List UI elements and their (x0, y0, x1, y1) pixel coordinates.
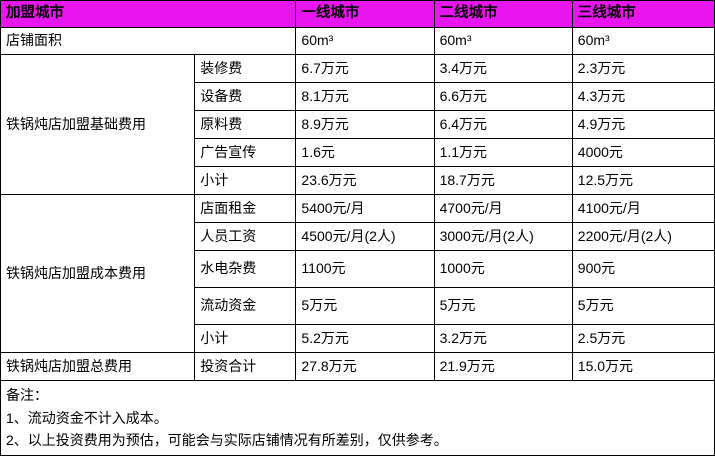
cell-equipment-fee-tier2: 6.6万元 (433, 82, 573, 111)
row-label-basic-subtotal: 小计 (194, 166, 297, 195)
header-category-label: 加盟城市 (0, 0, 297, 28)
cell-staff-salary-tier3: 2200元/月(2人) (571, 222, 715, 251)
table-row: 水电杂费 1100元 1000元 900元 (1, 250, 715, 288)
cell-store-area-tier2: 60m³ (433, 27, 573, 55)
cell-investment-total-tier1: 27.8万元 (295, 352, 435, 381)
cell-cost-subtotal-tier1: 5.2万元 (295, 324, 435, 353)
row-label-advertising-fee: 广告宣传 (194, 138, 297, 167)
table-row: 铁锅炖店加盟成本费用 店面租金 5400元/月 4700元/月 4100元/月 (0, 194, 715, 353)
cell-investment-total-tier3: 15.0万元 (571, 352, 715, 381)
header-col-tier2: 二线城市 (433, 0, 573, 28)
notes-section: 备注： 1、流动资金不计入成本。 2、以上投资费用为预估，可能会与实际店铺情况有… (0, 380, 715, 456)
cell-cost-subtotal-tier2: 3.2万元 (433, 324, 573, 353)
cell-material-fee-tier3: 4.9万元 (571, 110, 715, 139)
table-row: 小计 5.2万元 3.2万元 2.5万元 (1, 324, 715, 353)
table-header-row: 加盟城市 一线城市 二线城市 三线城市 (0, 0, 715, 28)
table-row-store-area: 店铺面积 60m³ 60m³ 60m³ (0, 27, 715, 55)
cell-utilities-fee-tier3: 900元 (571, 250, 715, 288)
header-col-tier1: 一线城市 (295, 0, 435, 28)
cell-store-area-tier3: 60m³ (571, 27, 715, 55)
row-label-investment-total: 投资合计 (194, 352, 297, 381)
group-label-total-fees: 铁锅炖店加盟总费用 (0, 352, 196, 381)
group-label-operating-costs: 铁锅炖店加盟成本费用 (0, 194, 196, 353)
cell-store-area-tier1: 60m³ (295, 27, 435, 55)
row-label-utilities-fee: 水电杂费 (194, 250, 297, 288)
table-row: 广告宣传 1.6元 1.1万元 4000元 (1, 138, 715, 167)
cell-equipment-fee-tier3: 4.3万元 (571, 82, 715, 111)
row-label-staff-salary: 人员工资 (194, 222, 297, 251)
cell-advertising-fee-tier3: 4000元 (571, 138, 715, 167)
notes-title: 备注： (6, 386, 48, 403)
row-label-equipment-fee: 设备费 (194, 82, 297, 111)
row-label-store-area: 店铺面积 (0, 27, 297, 55)
note-line-2: 2、以上投资费用为预估，可能会与实际店铺情况有所差别，仅供参考。 (6, 432, 448, 449)
cell-basic-subtotal-tier3: 12.5万元 (571, 166, 715, 195)
table-row: 铁锅炖店加盟基础费用 装修费 6.7万元 3.4万元 2.3万元 (0, 54, 715, 195)
cell-basic-subtotal-tier2: 18.7万元 (433, 166, 573, 195)
table-row: 原料费 8.9万元 6.4万元 4.9万元 (1, 110, 715, 139)
cell-investment-total-tier2: 21.9万元 (433, 352, 573, 381)
row-label-cost-subtotal: 小计 (194, 324, 297, 353)
group-label-basic-fees: 铁锅炖店加盟基础费用 (0, 54, 196, 195)
table-row: 设备费 8.1万元 6.6万元 4.3万元 (1, 82, 715, 111)
cell-store-rent-tier3: 4100元/月 (571, 194, 715, 223)
cell-utilities-fee-tier2: 1000元 (433, 250, 573, 288)
cell-decoration-fee-tier1: 6.7万元 (295, 54, 435, 83)
cell-store-rent-tier1: 5400元/月 (295, 194, 435, 223)
cell-cost-subtotal-tier3: 2.5万元 (571, 324, 715, 353)
cell-decoration-fee-tier3: 2.3万元 (571, 54, 715, 83)
row-label-store-rent: 店面租金 (194, 194, 297, 223)
table-row-notes: 备注： 1、流动资金不计入成本。 2、以上投资费用为预估，可能会与实际店铺情况有… (0, 380, 715, 456)
cell-advertising-fee-tier2: 1.1万元 (433, 138, 573, 167)
row-label-material-fee: 原料费 (194, 110, 297, 139)
cell-store-rent-tier2: 4700元/月 (433, 194, 573, 223)
table-row: 小计 23.6万元 18.7万元 12.5万元 (1, 166, 715, 195)
cell-working-capital-tier1: 5万元 (295, 287, 435, 325)
cell-staff-salary-tier2: 3000元/月(2人) (433, 222, 573, 251)
row-label-working-capital: 流动资金 (194, 287, 297, 325)
cell-advertising-fee-tier1: 1.6元 (295, 138, 435, 167)
row-label-decoration-fee: 装修费 (194, 54, 297, 83)
cell-basic-subtotal-tier1: 23.6万元 (295, 166, 435, 195)
table-row: 流动资金 5万元 5万元 5万元 (1, 287, 715, 325)
note-line-1: 1、流动资金不计入成本。 (6, 409, 168, 426)
table-row: 铁锅炖店加盟总费用 投资合计 27.8万元 21.9万元 15.0万元 (0, 352, 715, 381)
cell-working-capital-tier2: 5万元 (433, 287, 573, 325)
cell-material-fee-tier1: 8.9万元 (295, 110, 435, 139)
cell-working-capital-tier3: 5万元 (571, 287, 715, 325)
cell-staff-salary-tier1: 4500元/月(2人) (295, 222, 435, 251)
cell-utilities-fee-tier1: 1100元 (295, 250, 435, 288)
header-col-tier3: 三线城市 (571, 0, 715, 28)
cell-material-fee-tier2: 6.4万元 (433, 110, 573, 139)
cell-equipment-fee-tier1: 8.1万元 (295, 82, 435, 111)
cell-decoration-fee-tier2: 3.4万元 (433, 54, 573, 83)
table-row: 人员工资 4500元/月(2人) 3000元/月(2人) 2200元/月(2人) (1, 222, 715, 251)
